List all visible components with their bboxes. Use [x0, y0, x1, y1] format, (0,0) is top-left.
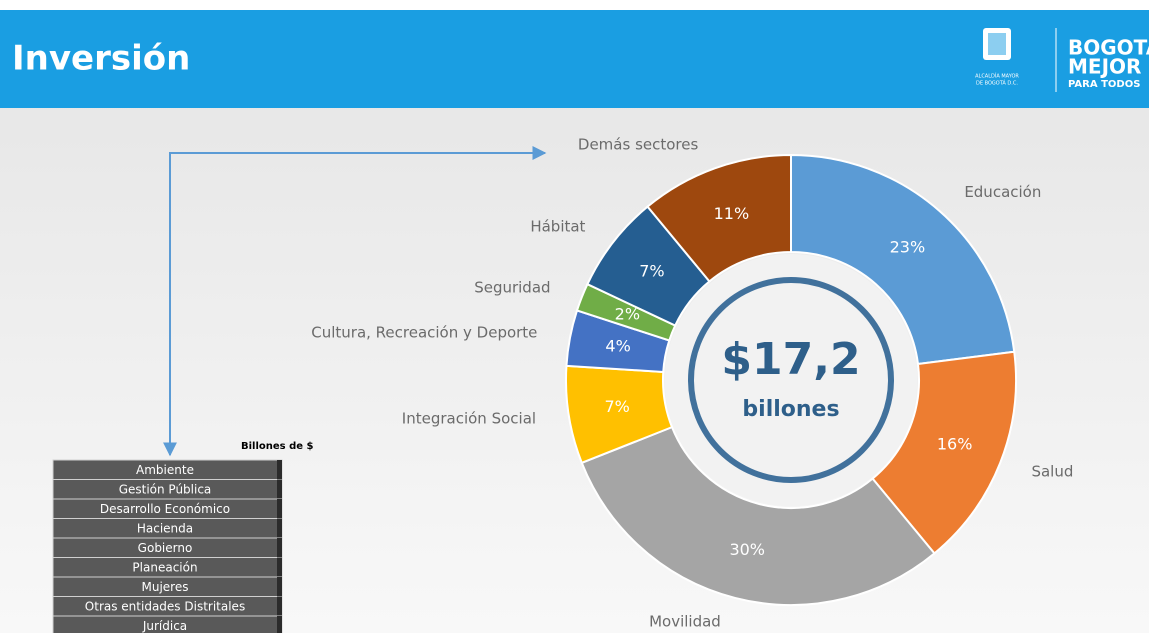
table-cell: Jurídica	[142, 619, 187, 633]
table-row-edge	[277, 616, 282, 633]
table-cell: Gobierno	[138, 541, 193, 555]
slice-category-label: Salud	[1031, 463, 1073, 481]
table-row-edge	[277, 518, 282, 538]
brand-line: BOGOTÁ	[1068, 36, 1149, 60]
donut-slice	[871, 350, 1017, 555]
logo-caption: DE BOGOTÁ D.C.	[976, 80, 1018, 87]
header-band	[0, 10, 1149, 108]
brand-line: MEJOR	[1068, 55, 1141, 79]
table-row-edge	[277, 557, 282, 577]
slice-category-label: Integración Social	[402, 410, 536, 428]
center-unit: billones	[742, 397, 839, 422]
slice-value-label: 7%	[639, 262, 664, 281]
center-ring	[688, 277, 894, 483]
brand-line: PARA TODOS	[1068, 79, 1140, 90]
table-cell: Gestión Pública	[119, 483, 212, 497]
slice-category-label: Movilidad	[649, 613, 721, 631]
table-cell: Desarrollo Económico	[100, 502, 230, 516]
slice-category-label: Seguridad	[474, 278, 550, 296]
table-cell: Ambiente	[136, 463, 194, 477]
slice-category-label: Hábitat	[530, 217, 585, 235]
slice-value-label: 7%	[604, 397, 629, 416]
center-disc	[665, 254, 917, 506]
slice-value-label: 2%	[615, 305, 640, 324]
donut-slice	[580, 425, 936, 606]
slice-value-label: 11%	[714, 204, 750, 223]
table-row-edge	[277, 460, 282, 480]
donut-slice	[790, 153, 1016, 366]
top-strip	[0, 0, 1149, 10]
slice-category-label: Demás sectores	[578, 135, 699, 153]
donut-slice	[646, 153, 792, 283]
logo-caption: ALCALDÍA MAYOR	[975, 73, 1019, 80]
table-row-edge	[277, 538, 282, 558]
emblem-inner	[988, 33, 1006, 55]
table-cell: Mujeres	[142, 580, 189, 594]
table-row-edge	[277, 479, 282, 499]
header-title: Inversión	[12, 39, 190, 79]
center-value: $17,2	[721, 334, 860, 385]
donut-chart: 23% Educación 16% Salud 30% Movilidad 7% Integr…	[311, 135, 1073, 630]
table-row-edge	[277, 596, 282, 616]
table-cell: Hacienda	[137, 522, 193, 536]
table-cell: Otras entidades Distritales	[85, 600, 245, 614]
sector-table: Ambiente Gestión Pública Desarrollo Económ…	[52, 459, 283, 633]
table-cell: Planeación	[132, 561, 197, 575]
table-caption: Billones de $	[241, 441, 314, 452]
slice-category-label: Cultura, Recreación y Deporte	[311, 324, 537, 342]
slice-value-label: 16%	[937, 434, 973, 453]
slice-value-label: 23%	[890, 237, 926, 256]
table-row-edge	[277, 499, 282, 519]
slice-category-label: Educación	[964, 183, 1041, 201]
slice-value-label: 30%	[729, 540, 765, 559]
slice-value-label: 4%	[605, 337, 630, 356]
table-row-edge	[277, 577, 282, 597]
